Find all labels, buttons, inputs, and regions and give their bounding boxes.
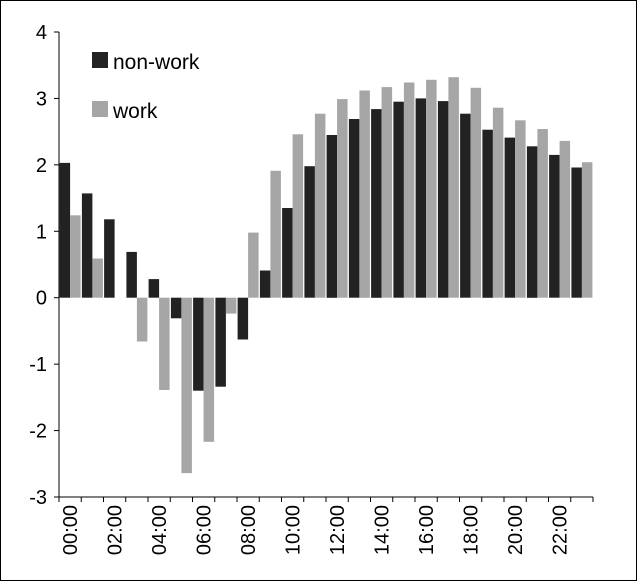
bar-non-work-00:00: [59, 162, 71, 298]
bar-work-03:00: [136, 297, 148, 342]
y-tick-label: -1: [29, 354, 47, 376]
bar-non-work-04:00: [148, 279, 160, 298]
bar-non-work-15:00: [393, 101, 404, 298]
bar-non-work-20:00: [504, 137, 516, 298]
bar-work-18:00: [470, 87, 482, 298]
bar-non-work-13:00: [348, 119, 360, 298]
bar-non-work-16:00: [415, 98, 427, 298]
x-tick-label: 14:00: [372, 505, 394, 555]
axes-group: -3 -2 -1 0 1 2 3 4 00:00 02:00 04:00 06:00 08:00 10:0…: [29, 22, 594, 555]
bar-work-23:00: [581, 162, 593, 298]
x-tick-label: 00:00: [60, 505, 82, 555]
y-tick-label: 0: [36, 288, 47, 310]
bar-work-06:00: [203, 297, 215, 442]
x-tick-label: 16:00: [416, 505, 438, 555]
legend-label-work: work: [112, 100, 158, 123]
bar-non-work-01:00: [81, 193, 93, 298]
y-tick-label: -3: [29, 487, 47, 509]
bar-non-work-03:00: [126, 251, 137, 298]
bar-work-04:00: [159, 297, 170, 390]
x-tick-label: 04:00: [149, 505, 171, 555]
bar-work-19:00: [492, 107, 504, 298]
x-tick-label: 22:00: [550, 505, 572, 555]
bar-work-01:00: [92, 258, 103, 298]
x-tick-label: 12:00: [327, 505, 349, 555]
x-tick-label: 10:00: [283, 505, 305, 555]
bar-work-05:00: [181, 297, 192, 474]
bar-work-00:00: [70, 215, 81, 298]
y-tick-label: 4: [36, 22, 47, 44]
x-tick-label: 08:00: [238, 505, 260, 555]
bar-non-work-10:00: [282, 208, 293, 298]
y-tick-label: -2: [29, 421, 47, 443]
bar-non-work-22:00: [549, 154, 560, 298]
bars-group: [59, 77, 593, 474]
bar-work-14:00: [381, 87, 393, 298]
y-tick-label: 2: [36, 155, 47, 177]
bar-non-work-05:00: [170, 297, 182, 319]
bar-non-work-23:00: [571, 167, 582, 298]
bar-non-work-19:00: [482, 129, 493, 298]
bar-work-20:00: [515, 120, 526, 298]
bar-non-work-18:00: [460, 113, 471, 298]
bar-work-09:00: [270, 170, 281, 298]
y-tick-label: 3: [36, 88, 47, 110]
legend-swatch-non-work: [92, 52, 108, 68]
bar-work-11:00: [314, 113, 326, 298]
bar-work-07:00: [225, 297, 237, 314]
x-tick-label: 18:00: [461, 505, 483, 555]
bar-non-work-17:00: [437, 101, 449, 298]
bar-work-08:00: [248, 232, 259, 298]
x-tick-label: 06:00: [194, 505, 216, 555]
bar-non-work-21:00: [526, 146, 538, 298]
bar-non-work-14:00: [371, 109, 382, 298]
x-tick-label: 20:00: [505, 505, 527, 555]
legend-label-non-work: non-work: [113, 51, 200, 74]
bar-work-21:00: [537, 129, 548, 298]
bar-non-work-02:00: [104, 219, 115, 298]
bar-non-work-11:00: [304, 166, 315, 298]
bar-work-16:00: [426, 79, 437, 298]
bar-non-work-06:00: [193, 297, 204, 391]
bar-non-work-08:00: [237, 297, 249, 340]
y-tick-label: 1: [36, 221, 47, 243]
bar-non-work-07:00: [215, 297, 226, 387]
bar-work-10:00: [292, 134, 304, 298]
legend-swatch-work: [92, 101, 108, 117]
legend: non-work work: [92, 51, 200, 123]
bar-work-13:00: [359, 90, 370, 298]
bar-work-12:00: [337, 99, 348, 298]
x-tick-label: 02:00: [105, 505, 127, 555]
bar-non-work-09:00: [259, 270, 271, 298]
bar-work-15:00: [403, 82, 415, 298]
bar-work-22:00: [559, 140, 571, 298]
bar-non-work-12:00: [326, 135, 338, 298]
bar-work-17:00: [448, 77, 459, 298]
